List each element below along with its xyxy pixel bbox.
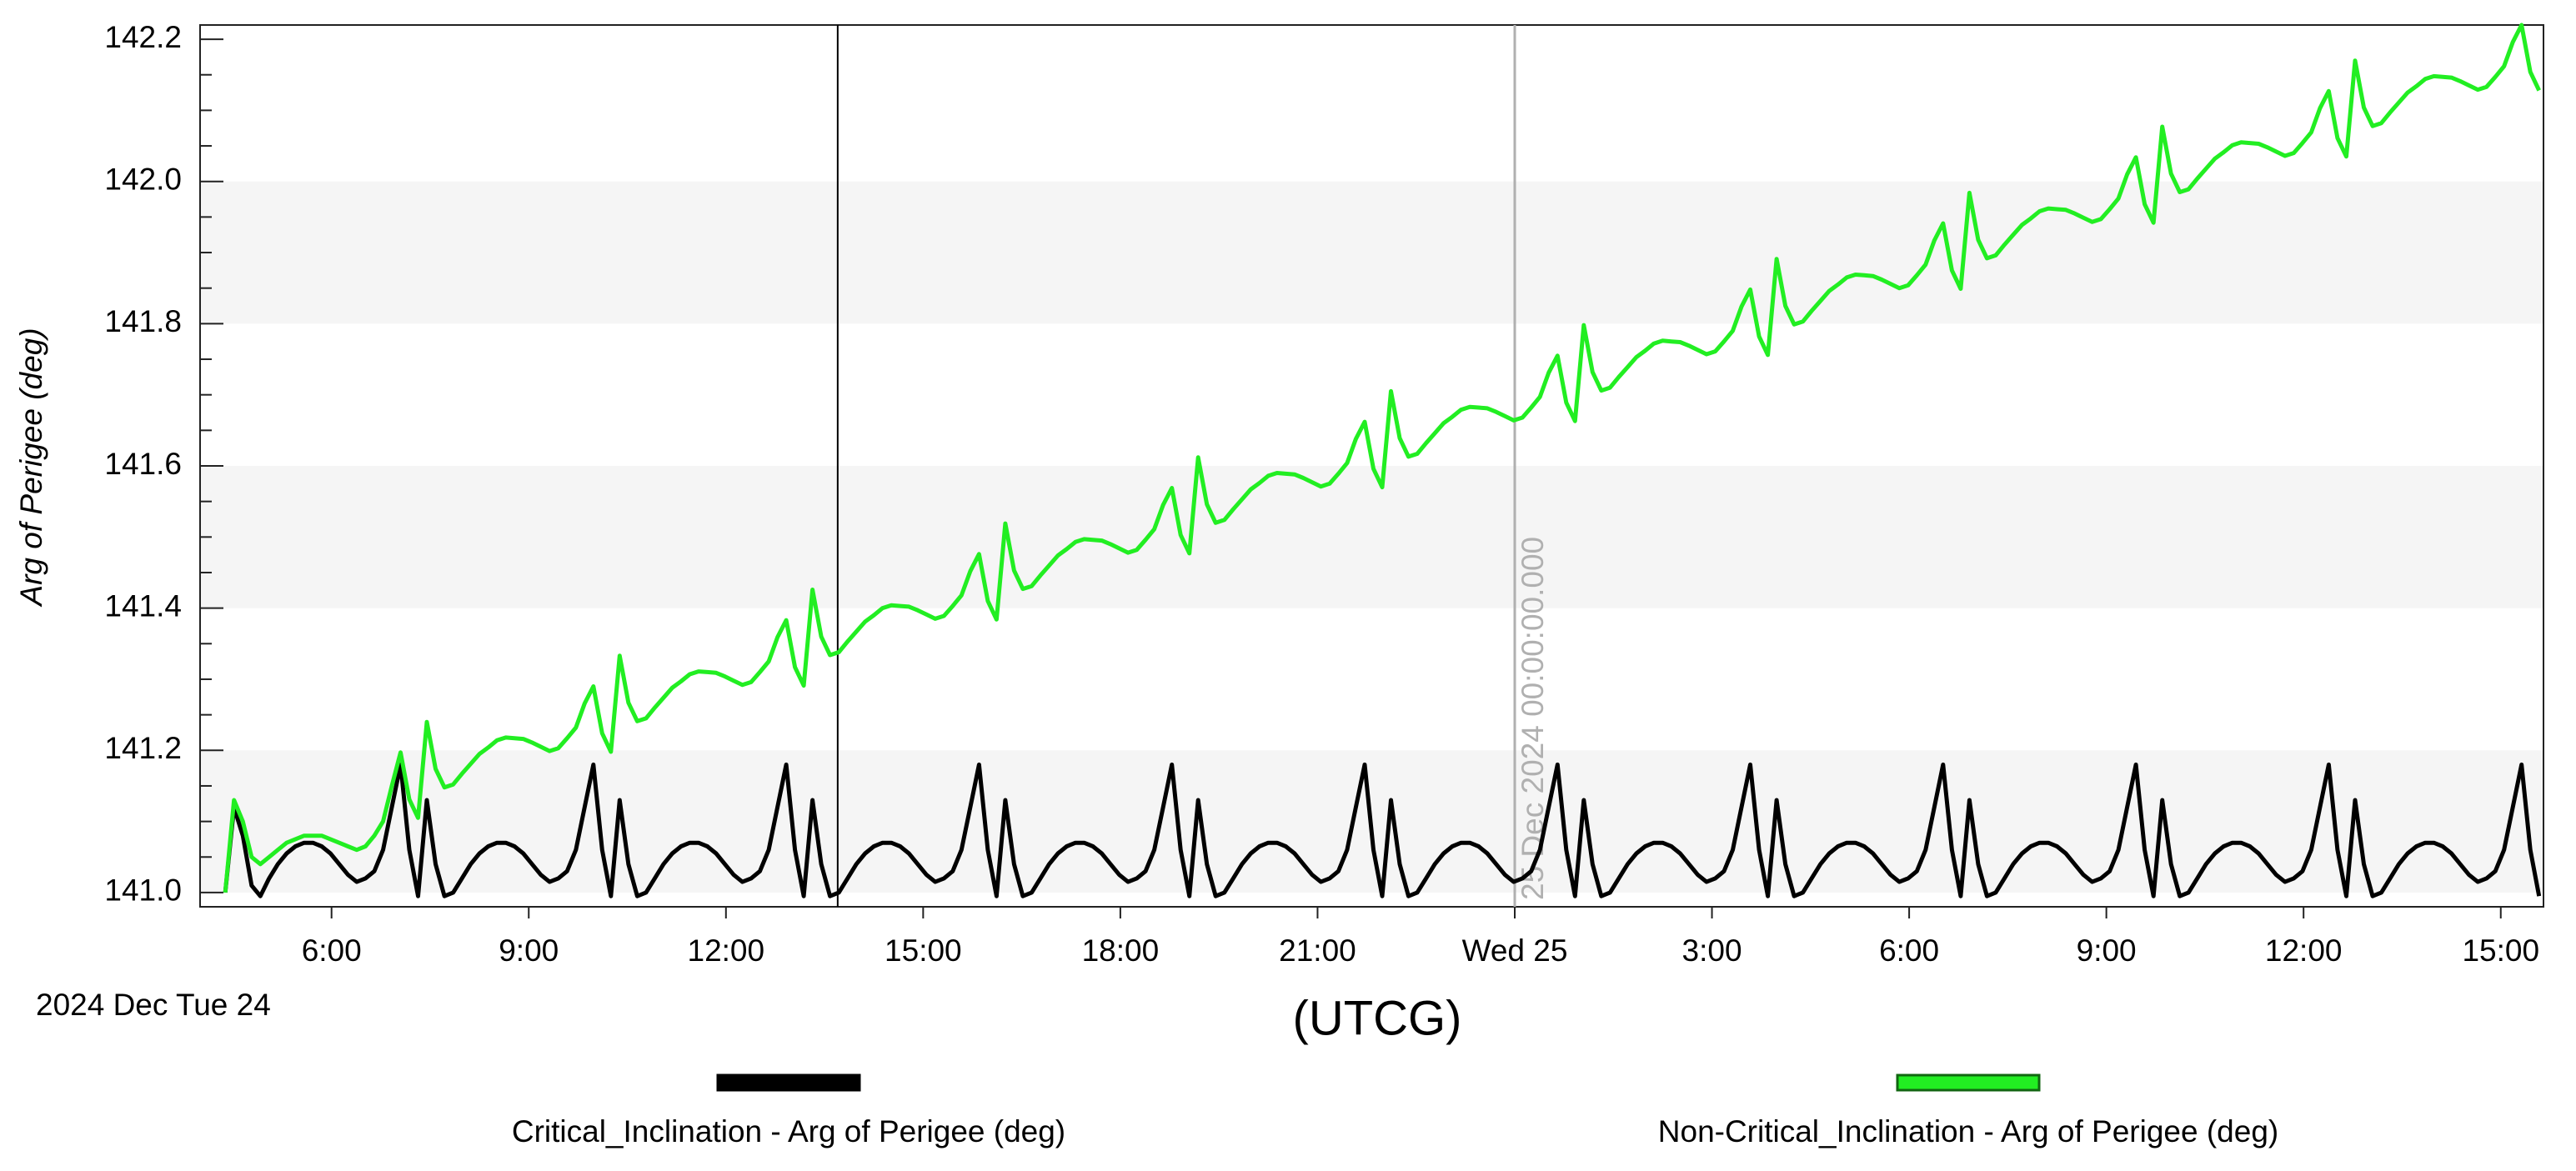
annotation-label: 25 Dec 2024 00:00:00.000 <box>1516 537 1550 900</box>
y-tick-label: 141.6 <box>104 447 182 481</box>
y-tick-label: 141.2 <box>104 731 182 765</box>
x-tick-label: 15:00 <box>2462 933 2539 968</box>
x-tick-label: 3:00 <box>1682 933 1742 968</box>
y-tick-label: 142.0 <box>104 162 182 196</box>
x-tick-label: 6:00 <box>1879 933 1939 968</box>
legend-label: Non-Critical_Inclination - Arg of Perige… <box>1658 1114 2278 1148</box>
legend-swatch <box>716 1073 861 1092</box>
x-tick-label: 21:00 <box>1279 933 1356 968</box>
x-date-label: 2024 Dec Tue 24 <box>36 988 271 1022</box>
y-tick-label: 142.2 <box>104 20 182 54</box>
x-tick-label: 9:00 <box>2077 933 2137 968</box>
legend-label: Critical_Inclination - Arg of Perigee (d… <box>512 1114 1065 1148</box>
y-axis-label: Arg of Perigee (deg) <box>14 328 48 607</box>
x-axis-label: (UTCG) <box>1293 991 1462 1045</box>
x-tick-label: 12:00 <box>688 933 765 968</box>
x-tick-label: 18:00 <box>1082 933 1160 968</box>
y-tick-label: 141.8 <box>104 304 182 338</box>
x-tick-label: 15:00 <box>885 933 962 968</box>
y-tick-label: 141.4 <box>104 588 182 623</box>
x-tick-label: 12:00 <box>2265 933 2343 968</box>
x-tick-label: Wed 25 <box>1462 933 1568 968</box>
y-tick-label: 141.0 <box>104 873 182 908</box>
x-tick-label: 6:00 <box>302 933 362 968</box>
grid-band <box>200 466 2543 608</box>
x-tick-label: 9:00 <box>499 933 559 968</box>
grid-band <box>200 181 2543 324</box>
legend-swatch <box>1896 1073 2041 1092</box>
series-line <box>223 762 2542 898</box>
plot-frame <box>199 24 2544 908</box>
series-line <box>223 23 2541 893</box>
